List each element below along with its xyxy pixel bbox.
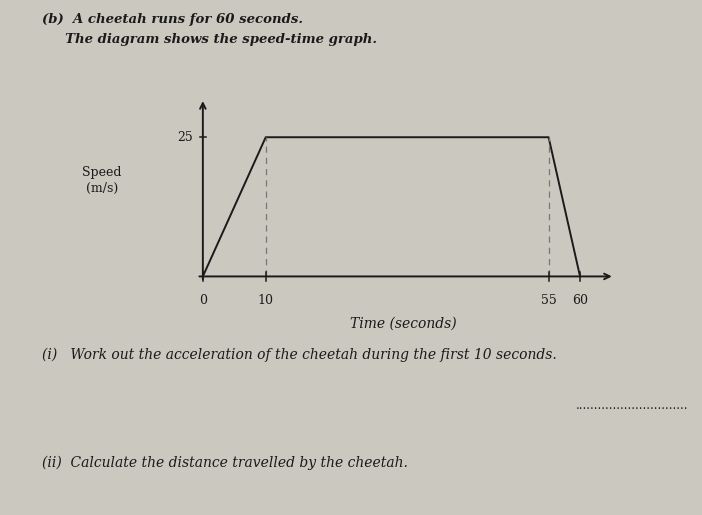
Text: 25: 25 [178, 131, 194, 144]
Text: (ii)  Calculate the distance travelled by the cheetah.: (ii) Calculate the distance travelled by… [42, 456, 408, 470]
Text: ..............................: .............................. [576, 399, 688, 412]
Text: 0: 0 [199, 294, 207, 307]
Text: (b)  A cheetah runs for 60 seconds.: (b) A cheetah runs for 60 seconds. [42, 13, 303, 26]
Text: 60: 60 [572, 294, 588, 307]
Text: 55: 55 [541, 294, 557, 307]
Text: (i)   Work out the acceleration of the cheetah during the first 10 seconds.: (i) Work out the acceleration of the che… [42, 348, 557, 362]
Text: Time (seconds): Time (seconds) [350, 317, 457, 331]
Text: Speed: Speed [82, 166, 121, 179]
Text: (m/s): (m/s) [86, 181, 118, 195]
Text: The diagram shows the speed-time graph.: The diagram shows the speed-time graph. [42, 33, 377, 46]
Text: 10: 10 [258, 294, 274, 307]
